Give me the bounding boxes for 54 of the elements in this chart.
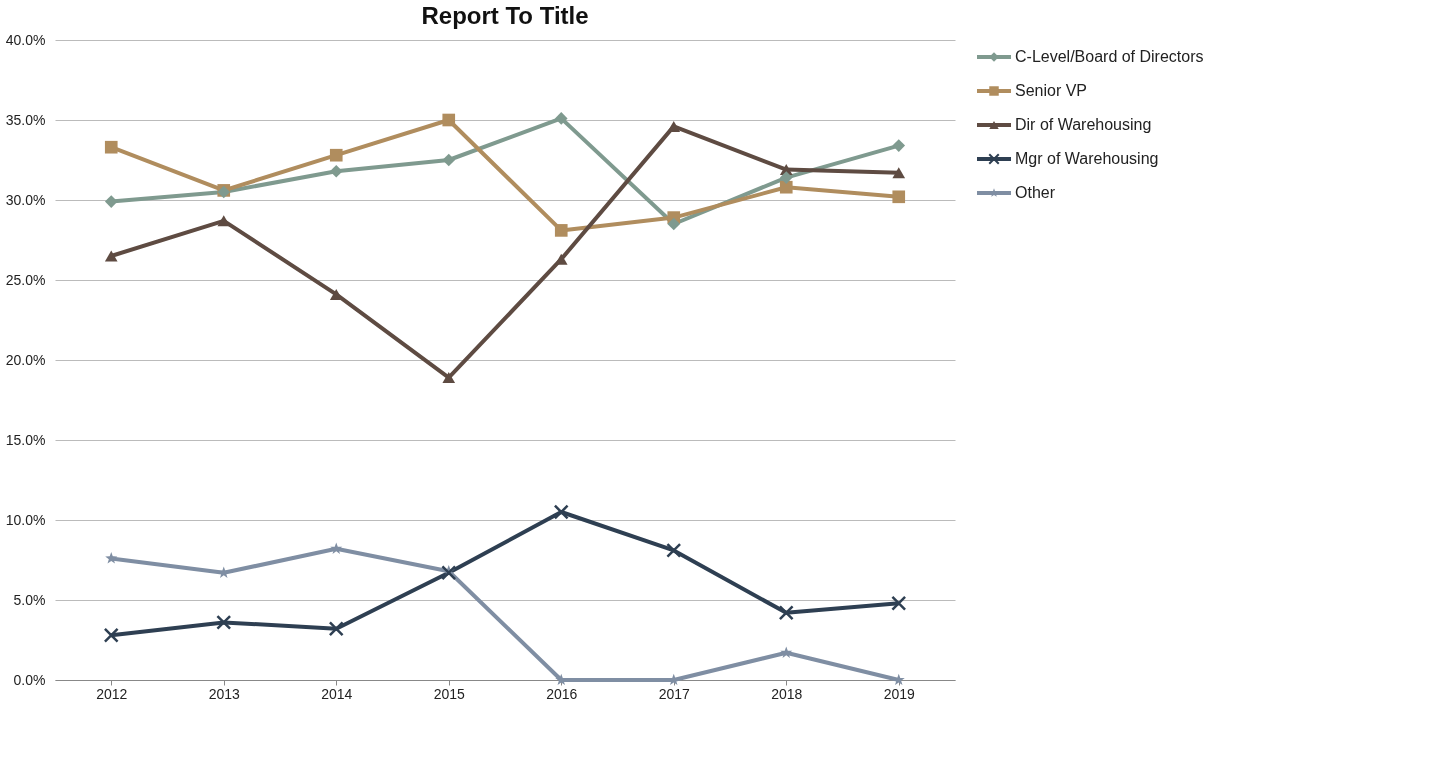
point bbox=[667, 217, 681, 231]
point bbox=[329, 164, 343, 178]
x-tick-label: 2014 bbox=[321, 685, 353, 702]
legend-label: Other bbox=[1015, 184, 1056, 201]
point bbox=[667, 120, 681, 132]
y-tick-label: 40.0% bbox=[5, 31, 46, 48]
point bbox=[104, 140, 118, 154]
legend-label: Mgr of Warehousing bbox=[1015, 150, 1159, 167]
point bbox=[891, 595, 907, 611]
point bbox=[441, 565, 457, 581]
legend-label: Dir of Warehousing bbox=[1015, 116, 1152, 133]
point bbox=[554, 224, 568, 237]
point bbox=[666, 542, 682, 558]
point bbox=[554, 253, 568, 265]
y-tick-label: 35.0% bbox=[5, 111, 46, 128]
point bbox=[780, 646, 793, 658]
point bbox=[779, 171, 793, 184]
point bbox=[779, 180, 793, 194]
point bbox=[442, 153, 456, 167]
y-tick-label: 15.0% bbox=[5, 431, 46, 448]
x-tick-label: 2012 bbox=[96, 685, 128, 702]
point bbox=[216, 614, 232, 630]
point bbox=[554, 112, 568, 125]
point bbox=[553, 504, 569, 520]
x-tick-label: 2019 bbox=[883, 685, 916, 702]
x-tick-label: 2017 bbox=[658, 685, 691, 702]
point bbox=[328, 621, 344, 637]
point bbox=[104, 195, 118, 208]
legend-label: C-Level/Board of Directors bbox=[1015, 48, 1204, 65]
y-tick-label: 10.0% bbox=[5, 511, 46, 528]
point bbox=[892, 190, 906, 204]
x-tick-label: 2016 bbox=[546, 685, 578, 702]
point bbox=[330, 542, 343, 554]
point bbox=[105, 552, 118, 564]
legend-label: Senior VP bbox=[1015, 82, 1088, 99]
point bbox=[778, 605, 794, 621]
y-tick-label: 30.0% bbox=[5, 191, 46, 208]
point bbox=[217, 215, 231, 227]
y-tick-label: 20.0% bbox=[5, 351, 46, 368]
point bbox=[329, 288, 343, 300]
y-tick-label: 0.0% bbox=[13, 671, 46, 688]
point bbox=[892, 139, 906, 152]
point bbox=[442, 113, 456, 127]
y-tick-label: 25.0% bbox=[5, 271, 46, 288]
point bbox=[442, 372, 456, 384]
point bbox=[892, 167, 906, 179]
point bbox=[103, 627, 119, 643]
x-tick-label: 2013 bbox=[208, 685, 241, 702]
chart-title: Report To Title bbox=[421, 2, 589, 29]
x-tick-label: 2015 bbox=[433, 685, 466, 702]
y-tick-label: 5.0% bbox=[13, 591, 46, 608]
point bbox=[104, 250, 118, 262]
x-tick-label: 2018 bbox=[771, 685, 803, 702]
point bbox=[329, 148, 343, 162]
